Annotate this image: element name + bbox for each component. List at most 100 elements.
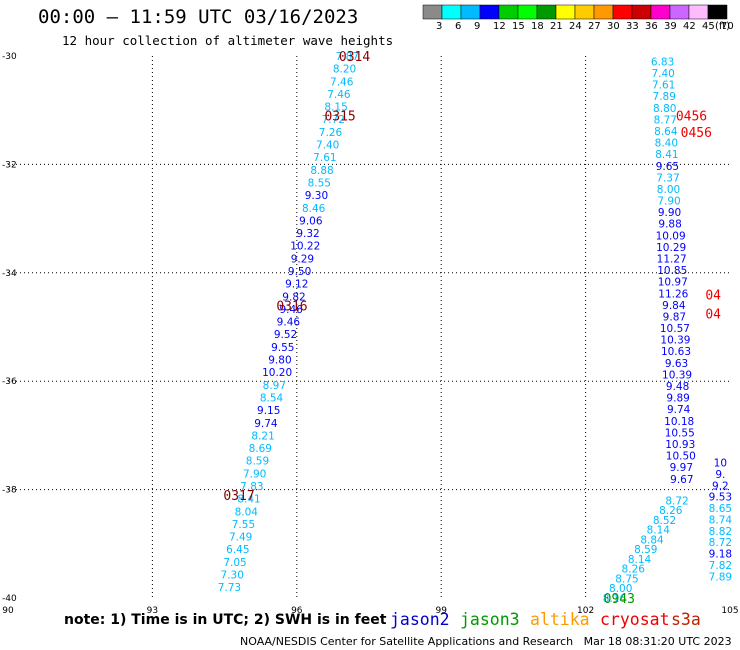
track-west-value: 9.30: [305, 190, 328, 202]
track-east-value: 9.88: [658, 219, 681, 231]
colorbar-swatch: [669, 4, 690, 20]
legend-cryosat: cryosat: [600, 610, 670, 629]
track-east-value: 10.55: [665, 427, 695, 439]
track-east-value: 10.50: [666, 451, 696, 463]
track-west-value: 8.41: [237, 494, 260, 506]
track-east-value: 10.18: [664, 416, 694, 428]
chart-title: 00:00 – 11:59 UTC 03/16/2023: [38, 6, 359, 28]
track-west-value: 7.30: [221, 570, 244, 582]
track-east-value: 9.67: [670, 474, 693, 486]
time-label: 0317: [223, 489, 254, 504]
track-west-value: 8.46: [302, 203, 326, 215]
track-east-value: 10.97: [658, 277, 688, 289]
colorbar-swatch: [479, 4, 500, 20]
colorbar-label: 24: [569, 21, 582, 32]
track-east-partial-value: 10: [714, 458, 727, 470]
track-east-value: 9.65: [656, 161, 679, 173]
y-tick-label: -34: [2, 269, 17, 279]
track-east-value: 10.93: [665, 439, 695, 451]
track-east-value: 8.41: [655, 149, 678, 161]
time-label: 04: [705, 307, 721, 322]
track-southeast-value: 8.26: [659, 505, 683, 517]
track-southeast-value: 8.14: [628, 554, 652, 566]
colorbar-label: 15: [512, 21, 525, 32]
track-west-value: 7.26: [319, 127, 343, 139]
footer-note: note: 1) Time is in UTC; 2) SWH is in fe…: [64, 612, 387, 628]
x-tick-label: 99: [435, 606, 447, 616]
track-west-value: 9.82: [282, 291, 305, 303]
track-east-value: 9.90: [658, 207, 681, 219]
colorbar-swatch: [517, 4, 538, 20]
x-tick-label: 90: [2, 606, 14, 616]
track-east-partial-value: 7.82: [709, 560, 732, 572]
legend-s3a: s3a: [671, 610, 701, 629]
track-east-value: 9.48: [666, 381, 689, 393]
track-east-value: 9.89: [666, 393, 689, 405]
track-east-value: 8.80: [653, 103, 676, 115]
track-west-value: 9.46: [279, 304, 303, 316]
legend-altika: altika: [530, 610, 590, 629]
track-east-partial-value: 9.2: [712, 480, 729, 492]
track-west-value: 7.55: [232, 519, 255, 531]
track-west-value: 8.88: [310, 165, 333, 177]
colorbar-swatch: [593, 4, 614, 20]
track-west-value: 8.55: [308, 177, 331, 189]
track-east-value: 8.77: [654, 114, 677, 126]
track-southeast-value: 8.52: [653, 515, 676, 527]
colorbar-label: 12: [493, 21, 506, 32]
track-west-value: 7.61: [313, 152, 336, 164]
colorbar-swatch: [631, 4, 652, 20]
track-east-value: 7.40: [651, 68, 674, 80]
track-southeast-value: 8.59: [634, 544, 657, 556]
credit-timestamp: Mar 18 08:31:20 UTC 2023: [583, 635, 732, 648]
time-label: 0314: [339, 50, 370, 65]
x-tick-label: 96: [291, 606, 303, 616]
colorbar-swatch: [612, 4, 633, 20]
time-label: 0456: [681, 126, 712, 141]
track-west-value: 7.05: [223, 557, 246, 569]
colorbar-label: 27: [588, 21, 601, 32]
track-east-value: 11.27: [657, 253, 687, 265]
track-east-value: 9.97: [670, 462, 693, 474]
track-east-value: 8.64: [654, 126, 678, 138]
track-west-value: 9.32: [296, 228, 319, 240]
x-tick-label: 105: [721, 606, 738, 616]
credit-text: NOAA/NESDIS Center for Satellite Applica…: [240, 635, 574, 648]
track-west-value: 7.46: [330, 76, 354, 88]
colorbar-label: 18: [531, 21, 544, 32]
colorbar-label: 42: [683, 21, 696, 32]
track-west-value: 7.73: [218, 582, 241, 594]
track-west-value: 8.54: [260, 392, 284, 404]
x-tick-label: 93: [147, 606, 158, 616]
track-west-value: 8.15: [324, 102, 347, 114]
track-east-partial-value: 9.53: [709, 492, 732, 504]
track-west-value: 7.87: [336, 51, 359, 63]
time-label: 0456: [676, 110, 707, 125]
time-label: 0316: [276, 299, 307, 314]
colorbar-swatch: [650, 4, 671, 20]
track-east-value: 6.83: [651, 56, 674, 68]
track-east-partial-value: 9.: [715, 469, 725, 481]
track-west-value: 9.29: [291, 253, 314, 265]
track-east-value: 11.26: [658, 288, 688, 300]
track-east-value: 7.90: [657, 196, 680, 208]
x-tick-label: 102: [577, 606, 594, 616]
colorbar-swatch: [460, 4, 481, 20]
track-west-value: 8.97: [263, 380, 286, 392]
colorbar-swatch: [498, 4, 519, 20]
colorbar-swatch: [441, 4, 462, 20]
track-west-value: 9.55: [271, 342, 294, 354]
y-tick-label: -40: [2, 594, 17, 604]
track-east-value: 10.57: [660, 323, 690, 335]
colorbar-swatch: [422, 4, 443, 20]
track-east-value: 10.09: [656, 230, 686, 242]
y-tick-label: -36: [2, 377, 17, 387]
track-west-value: 8.20: [333, 64, 356, 76]
track-west-value: 7.46: [327, 89, 351, 101]
track-east-value: 10.85: [657, 265, 687, 277]
y-tick-label: -32: [2, 160, 17, 170]
track-southeast-value: 8.72: [665, 495, 688, 507]
track-west-value: 8.69: [249, 443, 272, 455]
track-east-value: 9.87: [663, 311, 686, 323]
colorbar-swatch: [536, 4, 557, 20]
